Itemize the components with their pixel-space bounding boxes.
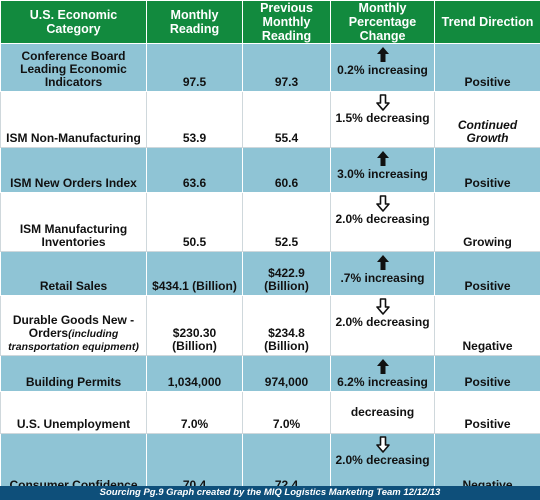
category-label: Durable Goods New -Orders <box>12 313 135 340</box>
category-cell: Conference Board Leading Economic Indica… <box>0 43 147 92</box>
footer-source: Sourcing Pg.9 <box>99 487 164 498</box>
category-cell: ISM Non-Manufacturing <box>0 91 147 148</box>
category-label: ISM Manufacturing Inventories <box>19 222 128 249</box>
table-row: Conference Board Leading Economic Indica… <box>0 43 540 92</box>
change-text: 3.0% increasing <box>337 167 428 181</box>
monthly-reading-cell: 1,034,000 <box>146 355 243 392</box>
previous-reading-cell: 52.5 <box>242 192 331 252</box>
footer-credit-text: Graph created by the MIQ Logistics Marke… <box>166 487 441 498</box>
down-arrow-icon <box>375 195 390 212</box>
percentage-change-cell: 2.0% decreasing <box>330 295 435 356</box>
category-cell: Building Permits <box>0 355 147 392</box>
trend-direction-cell: Negative <box>434 295 540 356</box>
table-row: Building Permits 1,034,000 974,000 6.2% inc… <box>0 355 540 392</box>
category-label: Building Permits <box>25 375 122 389</box>
trend-direction-cell: Positive <box>434 391 540 434</box>
trend-direction-cell: Positive <box>434 355 540 392</box>
down-arrow-icon <box>375 436 390 453</box>
percentage-change-cell: decreasing <box>330 391 435 434</box>
header-monthly: Monthly Reading <box>146 0 243 44</box>
header-change: Monthly Percentage Change <box>330 0 435 44</box>
trend-direction-cell: Growing <box>434 192 540 252</box>
monthly-reading-cell: $434.1 (Billion) <box>146 251 243 296</box>
previous-reading-cell: 55.4 <box>242 91 331 148</box>
previous-reading-cell: $422.9 (Billion) <box>242 251 331 296</box>
monthly-reading-cell: 7.0% <box>146 391 243 434</box>
trend-direction-cell: Positive <box>434 251 540 296</box>
percentage-change-cell: 2.0% decreasing <box>330 433 435 495</box>
previous-reading-cell: 974,000 <box>242 355 331 392</box>
up-arrow-icon <box>376 255 389 270</box>
previous-reading-cell: 72.4 <box>242 433 331 495</box>
change-text: 6.2% increasing <box>337 375 428 389</box>
monthly-reading-cell: 97.5 <box>146 43 243 92</box>
down-arrow-icon <box>375 298 390 315</box>
category-label: Retail Sales <box>39 279 108 293</box>
table-row: ISM New Orders Index 63.6 60.6 3.0% increas… <box>0 147 540 193</box>
trend-direction-cell: Positive <box>434 147 540 193</box>
up-arrow-icon <box>376 359 389 374</box>
table-row: ISM Manufacturing Inventories 50.5 52.5 2.0… <box>0 192 540 252</box>
change-text: 2.0% decreasing <box>335 212 430 226</box>
category-cell: Retail Sales <box>0 251 147 296</box>
category-cell: U.S. Unemployment <box>0 391 147 434</box>
percentage-change-cell: 6.2% increasing <box>330 355 435 392</box>
change-text: decreasing <box>350 405 415 419</box>
table-row: Durable Goods New -Orders(including tran… <box>0 295 540 356</box>
previous-reading-cell: $234.8 (Billion) <box>242 295 331 356</box>
category-cell: Durable Goods New -Orders(including tran… <box>0 295 147 356</box>
percentage-change-cell: 1.5% decreasing <box>330 91 435 148</box>
table-row: ISM Non-Manufacturing 53.9 55.4 1.5% decrea… <box>0 91 540 148</box>
change-text: .7% increasing <box>340 271 425 285</box>
category-cell: ISM New Orders Index <box>0 147 147 193</box>
trend-direction-cell: Negative <box>434 433 540 495</box>
category-cell: Consumer Confidence <box>0 433 147 495</box>
table-row: Retail Sales $434.1 (Billion) $422.9 (Bill… <box>0 251 540 296</box>
change-text: 2.0% decreasing <box>335 453 430 467</box>
previous-reading-cell: 60.6 <box>242 147 331 193</box>
percentage-change-cell: 3.0% increasing <box>330 147 435 193</box>
up-arrow-icon <box>376 151 389 166</box>
category-label: Conference Board Leading Economic Indica… <box>20 49 127 89</box>
change-text: 1.5% decreasing <box>335 111 430 125</box>
category-label: ISM New Orders Index <box>10 176 137 190</box>
category-cell: ISM Manufacturing Inventories <box>0 192 147 252</box>
header-previous: Previous Monthly Reading <box>242 0 331 44</box>
table-row: Consumer Confidence 70.4 72.4 2.0% decreasi… <box>0 433 540 495</box>
change-text: 0.2% increasing <box>337 63 428 77</box>
table-row: U.S. Unemployment 7.0% 7.0% decreasing Posit… <box>0 391 540 434</box>
footer-credit: Sourcing Pg.9 Graph created by the MIQ L… <box>0 486 540 500</box>
header-category: U.S. Economic Category <box>0 0 147 44</box>
percentage-change-cell: 2.0% decreasing <box>330 192 435 252</box>
category-note: (including transportation equipment) <box>8 328 139 353</box>
down-arrow-icon <box>375 94 390 111</box>
up-arrow-icon <box>376 47 389 62</box>
category-label: ISM Non-Manufacturing <box>6 131 141 145</box>
monthly-reading-cell: 50.5 <box>146 192 243 252</box>
trend-direction-cell: Positive <box>434 43 540 92</box>
change-text: 2.0% decreasing <box>335 315 430 329</box>
category-label: U.S. Unemployment <box>16 417 131 431</box>
previous-reading-cell: 7.0% <box>242 391 331 434</box>
table-body: Conference Board Leading Economic Indica… <box>0 43 540 495</box>
header-trend: Trend Direction <box>434 0 540 44</box>
percentage-change-cell: 0.2% increasing <box>330 43 435 92</box>
monthly-reading-cell: 63.6 <box>146 147 243 193</box>
percentage-change-cell: .7% increasing <box>330 251 435 296</box>
previous-reading-cell: 97.3 <box>242 43 331 92</box>
trend-direction-cell: Continued Growth <box>434 91 540 148</box>
monthly-reading-cell: 53.9 <box>146 91 243 148</box>
monthly-reading-cell: $230.30 (Billion) <box>146 295 243 356</box>
header-row: U.S. Economic Category Monthly Reading P… <box>0 0 540 44</box>
